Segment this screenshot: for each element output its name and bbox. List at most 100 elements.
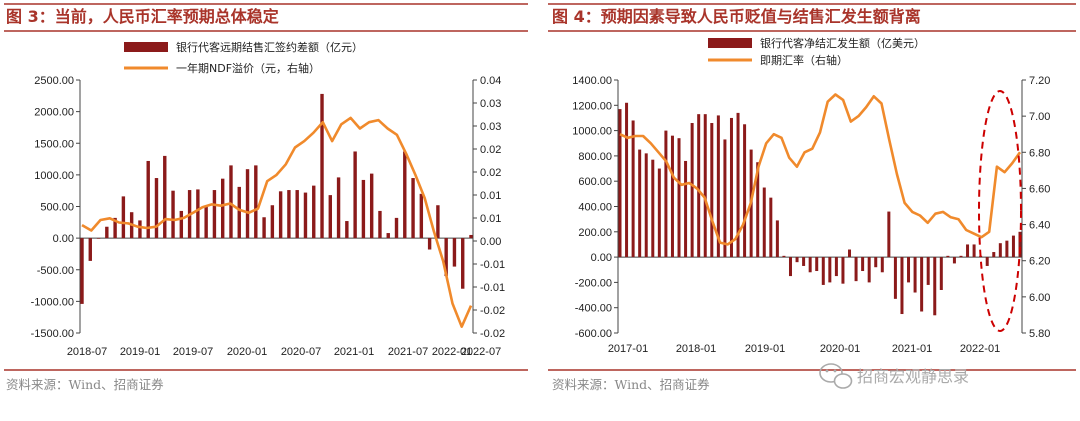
line-series [619, 93, 1022, 246]
bar [378, 210, 382, 239]
y-right-tick-label: 0.00 [480, 236, 501, 248]
y-right-tick-label: -0.02 [480, 328, 505, 340]
bar [278, 191, 283, 239]
bar [154, 178, 159, 239]
bar [295, 190, 299, 239]
chart-4-legend: 银行代客净结汇发生额（亿美元） 即期汇率（右轴） [708, 36, 925, 67]
bar [138, 220, 142, 239]
y-left-tick-label: 1000.00 [34, 170, 74, 182]
y-left-tick-label: 600.00 [578, 176, 612, 188]
bar [736, 112, 740, 258]
x-tick-label: 2019-01 [120, 346, 160, 358]
x-tick-label: 2022-01 [432, 346, 472, 358]
bar [345, 221, 349, 239]
x-tick-label: 2017-01 [608, 343, 648, 355]
bar [946, 255, 950, 258]
bar [436, 205, 440, 239]
y-left-tick-label: -1500.00 [31, 328, 74, 340]
bar [913, 257, 917, 293]
bar [788, 257, 792, 277]
y-right-tick-label: -0.01 [480, 259, 505, 271]
bar [212, 190, 217, 239]
bar [171, 190, 175, 239]
bar [697, 114, 701, 258]
bar [204, 205, 208, 239]
bar [88, 238, 92, 261]
bar [254, 165, 258, 239]
y-left-tick-label: 400.00 [578, 202, 612, 214]
bar [710, 123, 714, 258]
chart-4-y-left-ticks: -600.00 -400.00 -200.00 0.00 200.00 400.00 600… [572, 75, 618, 340]
bar [427, 238, 432, 250]
chart-4-highlight-ellipse [978, 90, 1022, 332]
bar [618, 109, 622, 258]
bar [631, 120, 635, 258]
chart-4: 图 4：预期因素导致人民币贬值与结售汇发生额背离 银行代客净结汇发生额（亿美元）… [548, 3, 1076, 392]
y-right-tick-label: 7.00 [1029, 111, 1050, 123]
bar [386, 233, 390, 239]
y-left-tick-label: 2500.00 [34, 75, 74, 87]
chart-4-legend-line-label: 即期汇率（右轴） [760, 53, 848, 67]
bar [828, 257, 832, 283]
bar [287, 190, 291, 239]
y-left-tick-label: -500.00 [37, 265, 74, 277]
bar [992, 252, 996, 258]
y-left-tick-label: 200.00 [578, 227, 612, 239]
y-left-tick-label: 1000.00 [572, 126, 612, 138]
bar [795, 257, 799, 263]
x-tick-label: 2018-01 [676, 343, 716, 355]
y-left-tick-label: 1200.00 [572, 100, 612, 112]
bar [651, 159, 655, 258]
bar [1018, 231, 1022, 258]
y-left-tick-label: 0.00 [591, 252, 612, 264]
y-right-tick-label: 6.40 [1029, 220, 1050, 232]
bar [625, 102, 629, 258]
chart-4-legend-bar-swatch [708, 38, 752, 48]
bar [644, 153, 648, 258]
y-right-tick-label: 5.80 [1029, 328, 1050, 340]
bar [320, 93, 324, 239]
bar [874, 257, 878, 268]
x-tick-label: 2020-01 [227, 346, 267, 358]
bar [237, 186, 241, 239]
y-left-tick-label: 500.00 [40, 202, 74, 214]
bar [690, 123, 694, 258]
y-right-tick-label: 6.00 [1029, 292, 1050, 304]
y-left-tick-label: 2000.00 [34, 107, 74, 119]
x-tick-label: 2022-01 [960, 343, 1000, 355]
y-right-tick-label: 6.80 [1029, 147, 1050, 159]
bar [985, 257, 989, 266]
bar [716, 115, 720, 258]
chart-3-bars [80, 93, 473, 304]
y-left-tick-label: -400.00 [575, 303, 612, 315]
bar [939, 257, 943, 290]
bar [1005, 240, 1009, 258]
y-left-tick-label: -200.00 [575, 277, 612, 289]
bar [841, 257, 845, 284]
bar [684, 160, 688, 258]
bar [461, 238, 465, 289]
y-right-tick-label: -0.01 [480, 282, 505, 294]
bar [657, 168, 661, 258]
bar [743, 124, 747, 258]
chart-3-legend-bar-label: 银行代客远期结售汇签约差额（亿元） [176, 40, 363, 54]
y-right-tick-label: 0.03 [480, 121, 501, 133]
line-series [81, 116, 473, 329]
y-left-tick-label: 0.00 [53, 233, 74, 245]
watermark-text: 招商宏观静思录 [857, 367, 969, 386]
y-right-tick-label: 0.01 [480, 213, 501, 225]
bar [880, 257, 884, 273]
x-tick-label: 2022-07 [461, 346, 501, 358]
bar [353, 151, 357, 239]
bar [762, 187, 766, 258]
bar [369, 173, 374, 239]
wechat-icon [819, 363, 853, 389]
y-right-tick-label: 0.02 [480, 167, 501, 179]
y-right-tick-label: 7.20 [1029, 75, 1050, 87]
bar [723, 139, 727, 258]
bar [998, 243, 1002, 258]
bar [312, 185, 316, 239]
bar [815, 257, 819, 272]
bar [703, 114, 707, 258]
